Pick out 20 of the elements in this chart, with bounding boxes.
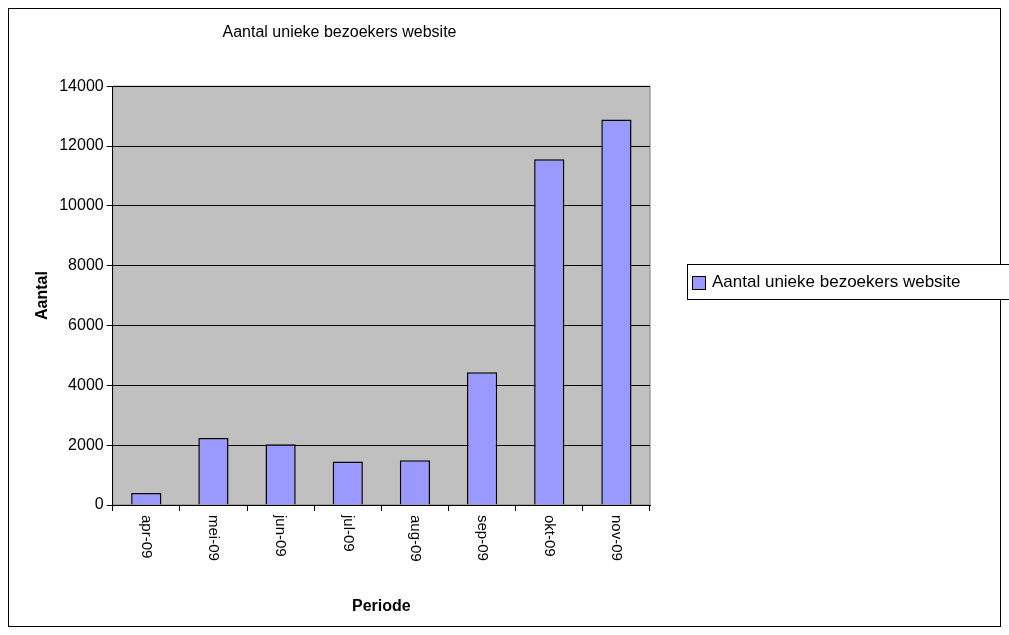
x-tick-label: aug-09: [407, 515, 425, 562]
y-tick-label: 0: [94, 495, 104, 513]
y-tick-label: 12000: [59, 136, 104, 154]
y-tick-label: 6000: [68, 315, 104, 333]
chart-title: Aantal unieke bezoekers website: [222, 23, 457, 41]
x-tick-label: jun-09: [273, 514, 291, 557]
x-tick-label: jul-09: [340, 514, 358, 552]
legend-label: Aantal unieke bezoekers website: [712, 271, 961, 293]
x-tick-label: okt-09: [542, 515, 560, 557]
x-axis-title: Periode: [352, 596, 411, 614]
y-axis-title: Aantal: [33, 271, 51, 321]
x-tick-label: nov-09: [609, 515, 627, 561]
y-tick-label: 8000: [68, 256, 104, 274]
x-tick-label: apr-09: [139, 515, 157, 559]
y-tick-label: 4000: [68, 375, 104, 393]
x-tick-label: sep-09: [474, 515, 492, 561]
x-tick-label: mei-09: [206, 515, 224, 561]
y-tick-label: 10000: [59, 196, 104, 214]
y-tick-label: 2000: [68, 435, 104, 453]
y-tick-label: 14000: [59, 76, 104, 94]
